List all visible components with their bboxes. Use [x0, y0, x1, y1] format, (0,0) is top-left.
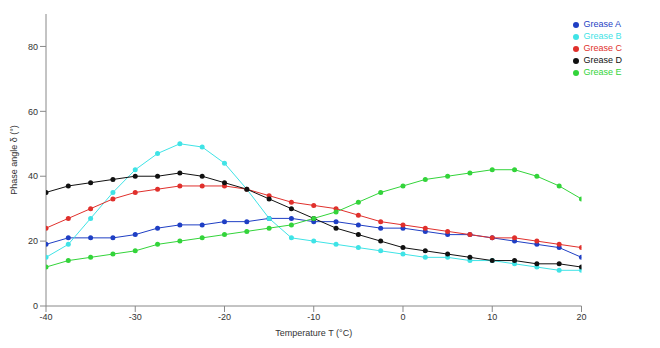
svg-text:-10: -10 [307, 312, 320, 322]
svg-text:-30: -30 [129, 312, 142, 322]
svg-text:60: 60 [28, 107, 38, 117]
svg-text:10: 10 [487, 312, 497, 322]
svg-text:-40: -40 [39, 312, 52, 322]
svg-text:Temperature T (°C): Temperature T (°C) [275, 328, 352, 338]
svg-text:80: 80 [28, 42, 38, 52]
svg-text:40: 40 [28, 171, 38, 181]
svg-text:20: 20 [28, 236, 38, 246]
html-text:Grease D: Grease D [583, 55, 622, 65]
svg-text:0: 0 [400, 312, 405, 322]
svg-text:0: 0 [33, 301, 38, 311]
svg-text:20: 20 [576, 312, 586, 322]
html-text:Grease C: Grease C [583, 43, 622, 53]
svg-text:Phase angle δ (°): Phase angle δ (°) [9, 125, 19, 195]
html-text:Grease A: Grease A [583, 19, 621, 29]
html-text:Grease E: Grease E [583, 67, 622, 77]
svg-text:-20: -20 [218, 312, 231, 322]
html-text:Grease B: Grease B [583, 31, 622, 41]
